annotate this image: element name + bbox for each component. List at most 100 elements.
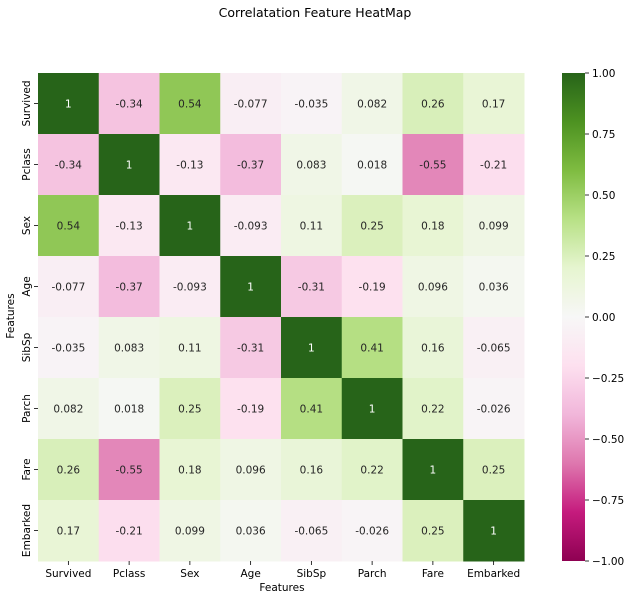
cell-value-label: -0.026 (477, 404, 511, 416)
colorbar-tick-label: −1.00 (592, 556, 624, 568)
heatmap-cell (159, 256, 221, 318)
cell-value-label: -0.093 (173, 282, 207, 294)
cell-value-label: -0.37 (237, 160, 264, 172)
heatmap-cell (159, 500, 221, 562)
heatmap-cell (159, 439, 221, 501)
cell-value-label: 0.25 (360, 221, 383, 233)
heatmap-cell (159, 317, 221, 379)
x-tick-label: Fare (422, 568, 444, 580)
cell-value-label: -0.34 (116, 99, 143, 111)
heatmap-cell (463, 439, 525, 501)
cell-value-label: -0.026 (355, 526, 389, 538)
y-tick-label: Embarked (21, 504, 33, 557)
heatmap-cell (281, 134, 343, 196)
cell-value-label: -0.55 (419, 160, 446, 172)
cell-value-label: 0.25 (178, 404, 201, 416)
cell-value-label: 0.54 (57, 221, 81, 233)
x-tick-label: Parch (358, 568, 387, 580)
cell-value-label: 0.16 (300, 465, 324, 477)
heatmap-cell (220, 134, 282, 196)
heatmap-cell (98, 73, 160, 135)
heatmap-cell (98, 195, 160, 257)
heatmap-cell (98, 256, 160, 318)
heatmap-cell (281, 195, 343, 257)
cell-value-label: -0.077 (51, 282, 85, 294)
heatmap-cell (38, 73, 100, 135)
colorbar-ticks: 1.00 0.75 0.50 0.25 0.00 −0.25 −0.50 −0.75 −1.00 (585, 68, 624, 568)
cell-value-label: 0.26 (57, 465, 81, 477)
cell-value-label: -0.13 (176, 160, 203, 172)
cell-value-label: 0.18 (421, 221, 444, 233)
cell-value-label: 1 (308, 343, 315, 355)
heatmap-cell (341, 134, 403, 196)
heatmap-cell (341, 378, 403, 440)
x-tick-label: Survived (45, 568, 91, 580)
heatmap-cell (220, 378, 282, 440)
y-tick-label: Survived (21, 80, 33, 126)
x-tick-label: Sex (180, 568, 199, 580)
heatmap-cell (402, 378, 464, 440)
y-tick-label: Pclass (21, 148, 33, 180)
heatmap-cell (38, 378, 100, 440)
heatmap-cell (463, 317, 525, 379)
heatmap-cell (98, 500, 160, 562)
heatmap-annotations: 1 -0.34 0.54 -0.077 -0.035 0.082 0.26 0.17 -0.34… (51, 99, 510, 538)
y-tick-label: Fare (21, 458, 33, 480)
heatmap-cell (402, 256, 464, 318)
heatmap-cell (341, 317, 403, 379)
cell-value-label: -0.077 (234, 99, 268, 111)
heatmap-cell (38, 134, 100, 196)
heatmap-cell (220, 317, 282, 379)
cell-value-label: 0.036 (236, 526, 266, 538)
cell-value-label: -0.13 (116, 221, 143, 233)
heatmap-cell (38, 500, 100, 562)
heatmap-cell (281, 317, 343, 379)
cell-value-label: -0.19 (237, 404, 264, 416)
cell-value-label: 0.54 (178, 99, 202, 111)
y-tick-label: SibSp (21, 332, 33, 362)
cell-value-label: 0.099 (479, 221, 509, 233)
heatmap-cell (38, 195, 100, 257)
heatmap-cell (463, 134, 525, 196)
heatmap-cell (463, 256, 525, 318)
heatmap-cells (38, 73, 525, 562)
x-tick-label: Embarked (467, 568, 520, 580)
cell-value-label: 0.25 (482, 465, 505, 477)
cell-value-label: -0.035 (294, 99, 328, 111)
chart-title: Correlatation Feature HeatMap (219, 5, 412, 20)
heatmap-cell (281, 500, 343, 562)
cell-value-label: 1 (187, 221, 194, 233)
cell-value-label: 0.083 (114, 343, 144, 355)
cell-value-label: 1 (369, 404, 376, 416)
heatmap-cell (159, 73, 221, 135)
heatmap-cell (220, 256, 282, 318)
colorbar-tick-label: 0.75 (592, 129, 615, 141)
cell-value-label: 0.41 (360, 343, 383, 355)
y-axis-label: Features (5, 293, 17, 338)
colorbar-tick-label: 0.00 (592, 312, 615, 324)
cell-value-label: 1 (65, 99, 72, 111)
cell-value-label: 0.26 (421, 99, 445, 111)
heatmap-cell (220, 500, 282, 562)
cell-value-label: 0.082 (53, 404, 83, 416)
heatmap-cell (402, 195, 464, 257)
cell-value-label: 1 (490, 526, 497, 538)
cell-value-label: 0.16 (421, 343, 445, 355)
y-tick-labels: Survived Pclass Sex Age SibSp Parch Fare Embark… (21, 80, 38, 557)
heatmap-cell (463, 378, 525, 440)
cell-value-label: 0.018 (114, 404, 144, 416)
cell-value-label: 0.11 (178, 343, 201, 355)
x-tick-label: SibSp (297, 568, 327, 580)
heatmap-cell (463, 500, 525, 562)
heatmap-cell (38, 256, 100, 318)
heatmap-cell (159, 378, 221, 440)
x-tick-label: Age (240, 568, 260, 580)
cell-value-label: -0.21 (480, 160, 507, 172)
cell-value-label: 0.099 (175, 526, 205, 538)
x-tick-label: Pclass (113, 568, 145, 580)
colorbar-tick-label: −0.75 (592, 495, 624, 507)
cell-value-label: 0.096 (236, 465, 266, 477)
heatmap-cell (341, 195, 403, 257)
heatmap-cell (281, 256, 343, 318)
cell-value-label: -0.065 (294, 526, 328, 538)
